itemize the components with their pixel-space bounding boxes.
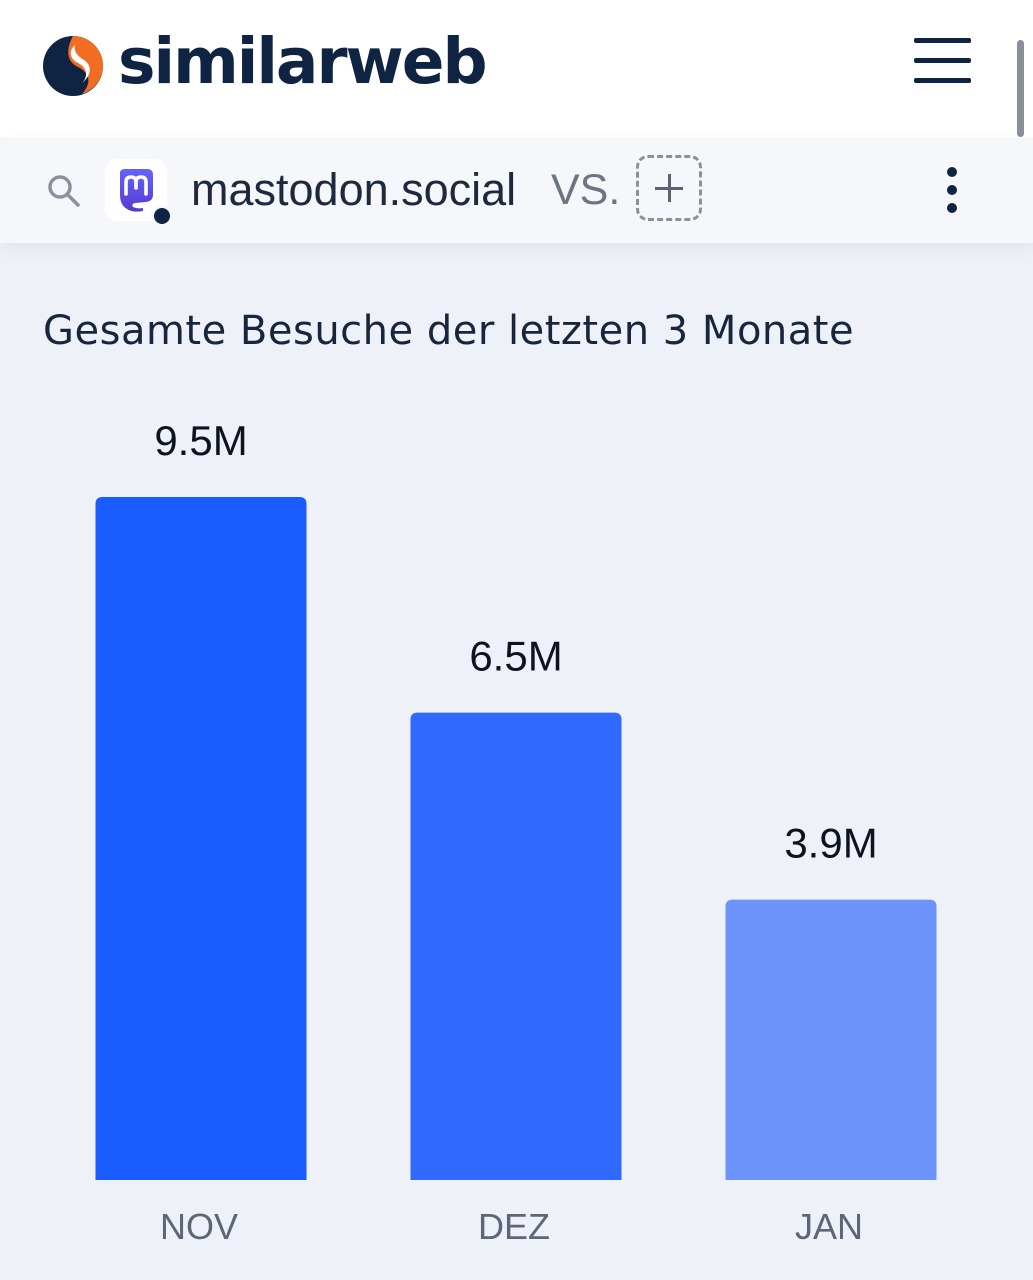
bar-group-nov: 9.5M NOV [95,417,307,1247]
mastodon-icon [120,169,153,212]
x-tick-label: JAN [795,1206,863,1247]
similarweb-logo-icon[interactable] [42,35,104,97]
chart-title: Gesamte Besuche der letzten 3 Monate [43,308,855,354]
top-navigation-bar: similarweb [0,0,1033,137]
visits-bar-chart: 9.5M NOV 6.5M DEZ 3.9M JAN [95,417,937,1247]
site-favicon [105,159,173,227]
bar-nov[interactable] [95,497,307,1180]
add-competitor-button[interactable] [636,155,702,221]
bar-jan[interactable] [725,899,937,1180]
brand-name: similarweb [118,25,488,98]
x-tick-label: NOV [160,1206,238,1247]
search-icon[interactable] [46,173,82,209]
hamburger-menu-icon[interactable] [914,38,971,84]
bar-value-label: 3.9M [784,820,877,867]
x-tick-label: DEZ [478,1206,550,1247]
bar-value-label: 9.5M [154,417,247,464]
status-dot [151,205,173,227]
bar-value-label: 6.5M [469,633,562,680]
bar-group-jan: 3.9M JAN [725,820,937,1247]
vs-label: VS. [551,166,621,214]
more-vertical-icon[interactable] [942,167,962,213]
scrollbar[interactable] [1017,40,1024,137]
compare-bar: mastodon.social VS. [0,137,1033,243]
site-name[interactable]: mastodon.social [191,164,517,215]
bar-group-dez: 6.5M DEZ [410,633,622,1247]
bar-dez[interactable] [410,712,622,1180]
